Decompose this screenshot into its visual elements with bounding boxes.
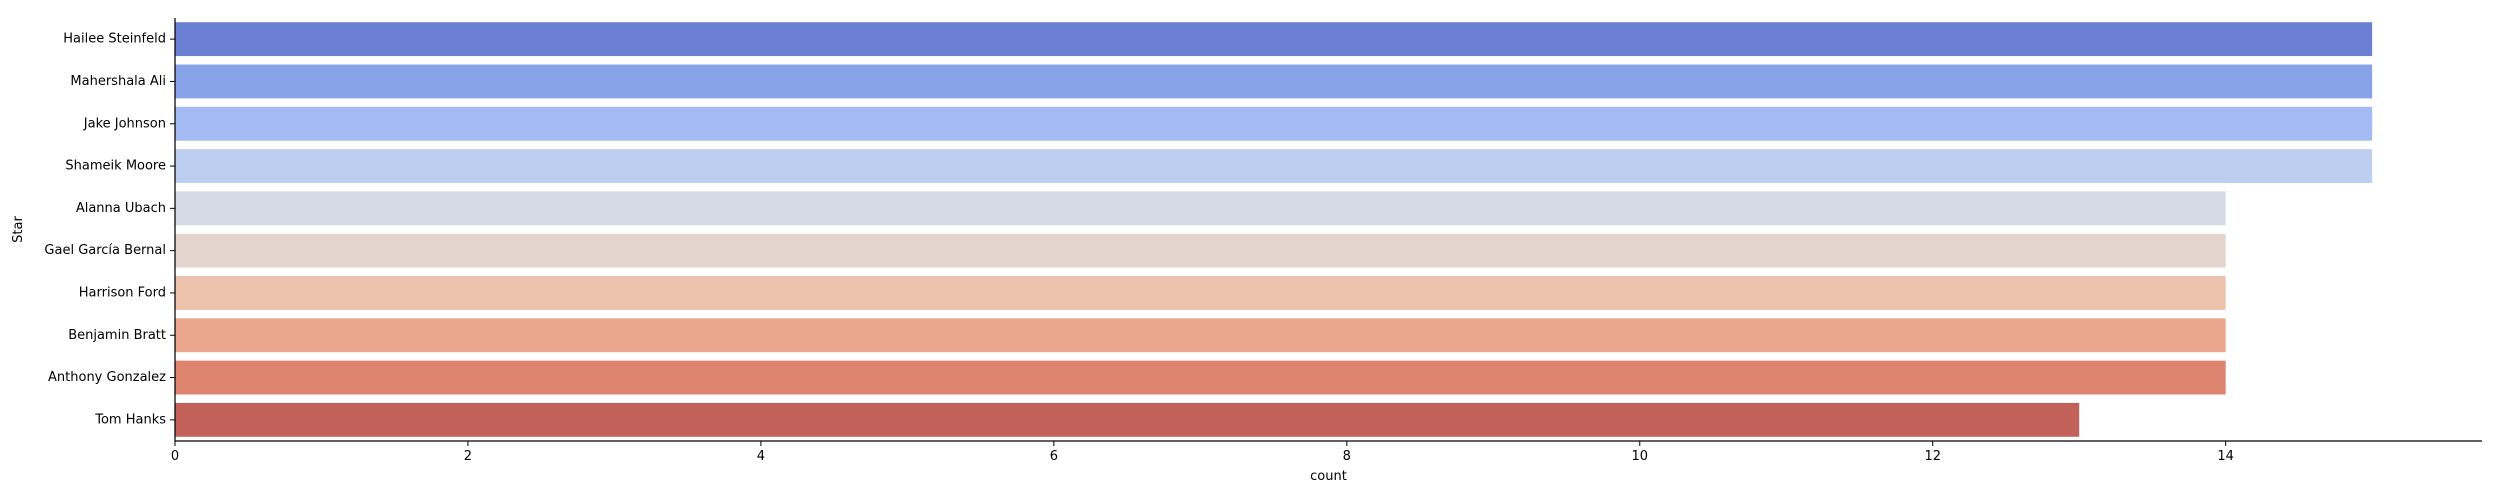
x-tick-label: 4 [757,449,765,464]
y-tick-label: Shameik Moore [65,159,166,174]
y-tick-label: Anthony Gonzalez [48,370,166,385]
x-tick-label: 6 [1050,449,1058,464]
y-tick-label: Tom Hanks [94,412,166,427]
y-tick-label: Jake Johnson [83,116,166,131]
y-tick-label: Gael García Bernal [44,243,166,258]
x-axis-label: count [1310,469,1347,484]
y-tick-label: Benjamin Bratt [68,328,166,343]
x-tick-label: 0 [171,449,179,464]
bars-group [175,22,2373,437]
bar [175,402,2080,437]
y-axis-label: Star [11,216,26,243]
bar [175,149,2373,183]
y-tick-labels: Hailee Steinfeld Mahershala Ali Jake Johns… [44,32,175,427]
bar [175,318,2226,353]
bar [175,64,2373,99]
bar [175,191,2226,226]
x-tick-label: 12 [1924,449,1941,464]
bar [175,276,2226,310]
bar [175,106,2373,141]
x-tick-label: 2 [464,449,472,464]
y-tick-label: Alanna Ubach [76,201,166,216]
y-tick-label: Mahershala Ali [70,74,166,89]
x-tick-label: 14 [2217,449,2234,464]
bar [175,360,2226,395]
bar [175,233,2226,268]
x-tick-label: 8 [1343,449,1351,464]
x-ticks: 0 2 4 6 8 10 12 14 [171,441,2234,464]
bar [175,22,2373,57]
y-tick-label: Harrison Ford [79,285,166,300]
y-tick-label: Hailee Steinfeld [63,32,166,47]
x-tick-label: 10 [1631,449,1648,464]
